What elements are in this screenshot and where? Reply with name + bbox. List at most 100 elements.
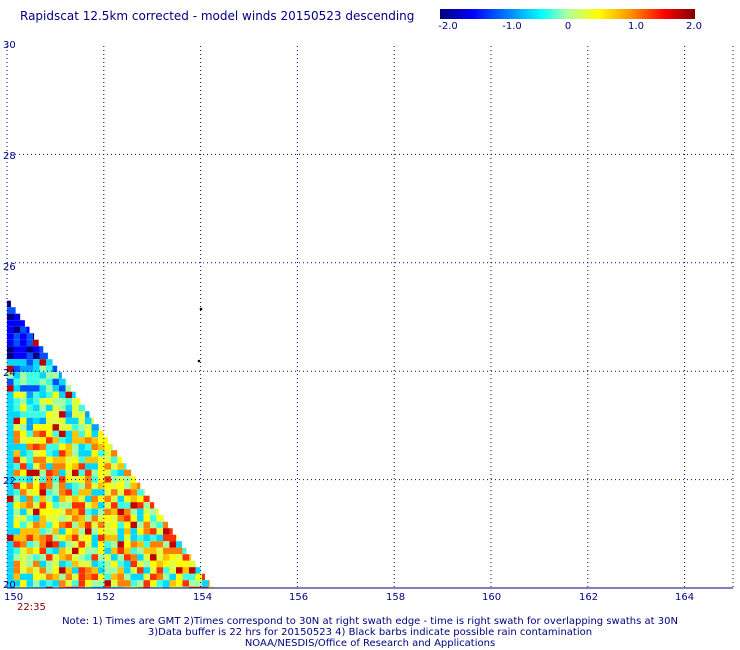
wind-cell — [39, 489, 46, 496]
lon-tick-label: 160 — [482, 592, 502, 603]
wind-cell — [20, 541, 27, 548]
wind-cell — [163, 528, 170, 535]
wind-cell — [33, 534, 40, 542]
wind-cell — [176, 541, 182, 548]
wind-cell — [143, 586, 150, 588]
wind-cell — [176, 580, 183, 587]
wind-cell — [176, 547, 183, 555]
wind-cell — [13, 515, 20, 522]
map-title: Rapidscat 12.5km corrected - model winds… — [20, 9, 415, 23]
wind-cell — [98, 463, 105, 470]
wind-cell — [39, 411, 46, 418]
wind-cell — [13, 391, 20, 399]
wind-cell — [39, 372, 46, 379]
wind-cell — [13, 313, 20, 321]
wind-cell — [20, 424, 27, 431]
wind-cell — [39, 515, 46, 522]
wind-cell — [13, 541, 20, 548]
wind-cell — [78, 541, 85, 548]
wind-cell — [98, 437, 105, 444]
wind-cell — [72, 489, 79, 496]
wind-cell — [150, 554, 157, 561]
wind-cell — [13, 450, 20, 457]
wind-cell — [85, 456, 92, 464]
wind-cell — [7, 352, 14, 360]
wind-cell — [33, 404, 40, 412]
wind-cell — [130, 567, 137, 574]
wind-cell — [78, 430, 85, 438]
wind-cell — [150, 580, 157, 587]
wind-cell — [7, 411, 14, 418]
wind-cell — [65, 573, 72, 581]
wind-cell — [39, 482, 46, 490]
wind-cell — [7, 359, 14, 366]
wind-cell — [26, 378, 33, 386]
wind-cell — [85, 508, 92, 516]
wind-cell — [78, 573, 85, 581]
wind-cell — [39, 495, 46, 503]
wind-cell — [85, 586, 92, 588]
wind-cell — [104, 508, 111, 516]
wind-cell — [26, 547, 33, 555]
wind-cell — [137, 502, 144, 509]
colorbar: -2.0 -1.0 0 1.0 2.0 — [438, 9, 702, 32]
wind-cell — [150, 541, 157, 548]
wind-cell — [20, 580, 27, 587]
wind-cell — [13, 320, 20, 327]
wind-cell — [13, 502, 20, 509]
wind-cell — [20, 437, 27, 444]
wind-cell — [39, 502, 46, 509]
wind-cell — [33, 398, 40, 405]
wind-cell — [20, 326, 27, 334]
wind-cell — [46, 424, 53, 431]
wind-cell — [176, 586, 183, 588]
wind-cell — [20, 456, 27, 464]
wind-cell — [176, 554, 183, 561]
wind-cell — [98, 489, 105, 496]
wind-cell — [39, 573, 46, 581]
wind-cell — [26, 521, 33, 529]
wind-cell — [7, 554, 14, 561]
wind-cell — [111, 528, 118, 535]
wind-cell — [13, 547, 20, 555]
wind-cell — [72, 450, 79, 457]
wind-cell — [117, 482, 124, 490]
wind-cell — [13, 417, 20, 425]
wind-cell — [72, 547, 79, 555]
wind-cell — [137, 482, 141, 490]
lon-tick-label: 158 — [386, 592, 406, 603]
wind-cell — [91, 476, 98, 483]
wind-cell — [130, 560, 137, 568]
wind-cell — [91, 515, 98, 522]
wind-cell — [104, 463, 111, 470]
wind-cell — [78, 586, 85, 588]
wind-cell — [39, 508, 46, 516]
wind-cell — [65, 515, 72, 522]
wind-cell — [33, 508, 40, 516]
wind-cell — [137, 567, 144, 574]
wind-cell — [39, 378, 46, 386]
wind-cell — [117, 580, 124, 587]
wind-cell — [117, 502, 124, 509]
wind-cell — [143, 502, 150, 509]
wind-cell — [7, 560, 14, 568]
wind-cell — [52, 554, 59, 561]
wind-cell — [39, 463, 46, 470]
wind-cell — [52, 469, 59, 477]
wind-cell — [104, 495, 111, 503]
wind-cell — [91, 437, 98, 444]
wind-cell — [7, 482, 14, 490]
wind-cell — [85, 437, 92, 444]
wind-cell — [137, 534, 144, 542]
wind-cell — [7, 365, 14, 373]
lon-tick-label: 162 — [579, 592, 599, 603]
wind-cell — [7, 424, 14, 431]
wind-cell — [13, 586, 20, 588]
wind-cell — [169, 580, 176, 587]
wind-cell — [13, 437, 20, 444]
wind-cell — [7, 437, 14, 444]
wind-cell — [39, 417, 46, 425]
wind-cell — [124, 534, 131, 542]
wind-cell — [52, 489, 59, 496]
wind-cell — [7, 586, 14, 588]
